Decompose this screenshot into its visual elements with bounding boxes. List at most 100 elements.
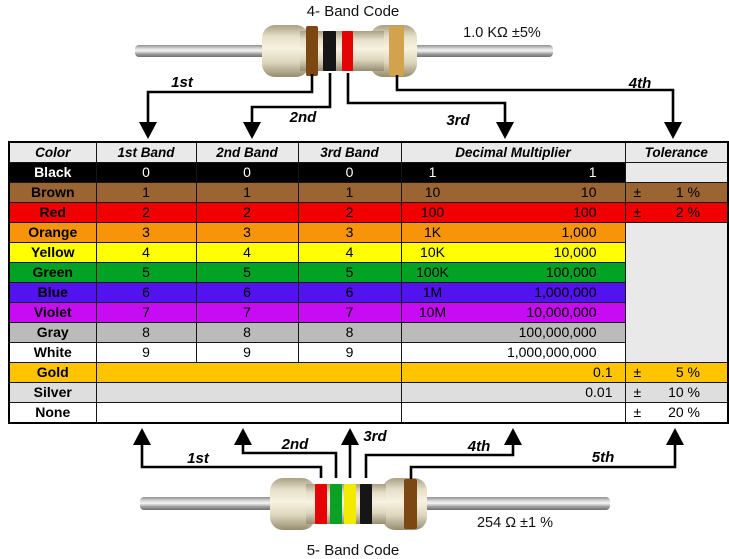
band1-value-cell: 8	[95, 322, 197, 343]
arrow-line-1st	[140, 444, 323, 478]
tolerance-empty-cell	[624, 162, 729, 183]
arrow-line-4th	[364, 444, 515, 478]
color-name-cell: None	[8, 402, 97, 424]
band-5th-brown	[404, 479, 417, 529]
color-row-blue: Blue 6 6 6 1M 1,000,000	[8, 282, 728, 303]
color-row-silver: Silver 0.01 ±10 %	[8, 382, 729, 403]
header-decimal-multiplier: Decimal Multiplier	[400, 141, 626, 163]
decimal-multiplier-cell: 100 100	[400, 202, 626, 223]
band2-value-cell: 5	[195, 262, 299, 283]
multiplier-value: 100	[573, 204, 597, 220]
plus-minus-sign: ±	[633, 184, 642, 200]
decimal-multiplier-cell: 10K 10,000	[400, 242, 626, 263]
tolerance-cell: ±20 %	[624, 402, 729, 424]
color-name-cell: Red	[8, 202, 97, 223]
band2-value-cell: 1	[195, 182, 299, 203]
multiplier-abbrev: 10	[424, 184, 441, 200]
multiplier-value: 1,000	[561, 224, 597, 240]
five-band-resistor-illustration: 1st 2nd 3rd 4th 5th 254 Ω ±1 % 5- Band C…	[133, 428, 684, 559]
band-4th-black	[360, 484, 372, 524]
band2-value-cell: 2	[195, 202, 299, 223]
band3-value-cell: 4	[297, 242, 402, 263]
band-3rd-yellow	[344, 484, 356, 524]
arrowhead-2nd	[234, 428, 252, 445]
tolerance-merged-empty-cell	[624, 222, 729, 363]
band1-value-cell: 1	[95, 182, 197, 203]
arrowhead-3rd	[341, 428, 359, 445]
header-2nd-band: 2nd Band	[195, 141, 299, 163]
band2-value-cell: 8	[195, 322, 299, 343]
decimal-multiplier-cell	[400, 402, 626, 424]
bands-merged-empty-cell	[95, 362, 402, 383]
label-3rd-band: 3rd	[363, 428, 387, 445]
tolerance-cell: ±1 %	[624, 182, 729, 203]
band-2nd-black	[323, 31, 336, 71]
band3-value-cell: 0	[297, 162, 402, 183]
label-2nd-band: 2nd	[289, 109, 318, 126]
decimal-multiplier-cell: 1K 1,000	[400, 222, 626, 243]
decimal-multiplier-cell: 10M 10,000,000	[400, 302, 626, 323]
table-header-row: Color 1st Band 2nd Band 3rd Band Decimal…	[8, 141, 729, 163]
color-row-red: Red 2 2 2 100 100 ±2 %	[8, 202, 729, 223]
four-band-resistor-illustration: 4- Band Code 1.0 KΩ ±5% 1st 2nd 3rd 4th	[135, 3, 682, 139]
decimal-multiplier-cell: 100,000,000	[400, 322, 626, 343]
multiplier-value: 1	[588, 164, 597, 180]
color-row-brown: Brown 1 1 1 10 10 ±1 %	[8, 182, 729, 203]
color-name-cell: Orange	[8, 222, 97, 243]
band1-value-cell: 6	[95, 282, 197, 303]
tolerance-value: 20 %	[668, 404, 700, 420]
plus-minus-sign: ±	[633, 204, 642, 220]
tolerance-cell: ±5 %	[624, 362, 729, 383]
band1-value-cell: 7	[95, 302, 197, 323]
label-3rd-band: 3rd	[446, 112, 470, 129]
color-name-cell: Violet	[8, 302, 97, 323]
band3-value-cell: 7	[297, 302, 402, 323]
color-row-gray: Gray 8 8 8 100,000,000	[8, 322, 728, 343]
band1-value-cell: 9	[95, 342, 197, 363]
decimal-multiplier-cell: 10 10	[400, 182, 626, 203]
band3-value-cell: 2	[297, 202, 402, 223]
band2-value-cell: 0	[195, 162, 299, 183]
five-band-code-title: 5- Band Code	[307, 542, 400, 559]
color-row-yellow: Yellow 4 4 4 10K 10,000	[8, 242, 728, 263]
multiplier-value: 10,000,000	[526, 304, 597, 320]
resistor-left-cap	[270, 478, 315, 530]
band3-value-cell: 9	[297, 342, 402, 363]
color-name-cell: Yellow	[8, 242, 97, 263]
band1-value-cell: 5	[95, 262, 197, 283]
multiplier-abbrev: 1	[428, 164, 437, 180]
tolerance-cell: ±2 %	[624, 202, 729, 223]
band2-value-cell: 6	[195, 282, 299, 303]
color-name-cell: Black	[8, 162, 97, 183]
four-band-code-title: 4- Band Code	[307, 3, 400, 20]
header-tolerance: Tolerance	[624, 141, 729, 163]
header-3rd-band: 3rd Band	[297, 141, 402, 163]
color-name-cell: White	[8, 342, 97, 363]
multiplier-abbrev: 1M	[422, 284, 443, 300]
header-1st-band: 1st Band	[95, 141, 197, 163]
resistor-left-cap	[262, 25, 309, 77]
color-name-cell: Gold	[8, 362, 97, 383]
multiplier-value: 10	[580, 184, 597, 200]
arrow-line-2nd	[250, 73, 332, 123]
arrow-line-4th	[395, 75, 675, 123]
arrow-line-3rd	[346, 73, 507, 123]
band1-value-cell: 2	[95, 202, 197, 223]
label-5th-band: 5th	[592, 449, 615, 466]
decimal-multiplier-cell: 1,000,000,000	[400, 342, 626, 363]
tolerance-cell: ±10 %	[624, 382, 729, 403]
tolerance-value: 5 %	[675, 364, 700, 380]
multiplier-value: 1,000,000	[534, 284, 597, 300]
band2-value-cell: 4	[195, 242, 299, 263]
color-row-white: White 9 9 9 1,000,000,000	[8, 342, 728, 363]
band-2nd-green	[330, 484, 342, 524]
bands-merged-empty-cell	[95, 382, 402, 403]
header-color: Color	[8, 141, 97, 163]
band1-value-cell: 0	[95, 162, 197, 183]
color-name-cell: Gray	[8, 322, 97, 343]
four-band-resistor-value: 1.0 KΩ ±5%	[463, 25, 541, 41]
plus-minus-sign: ±	[633, 364, 642, 380]
multiplier-abbrev: 1K	[423, 224, 442, 240]
band1-value-cell: 4	[95, 242, 197, 263]
